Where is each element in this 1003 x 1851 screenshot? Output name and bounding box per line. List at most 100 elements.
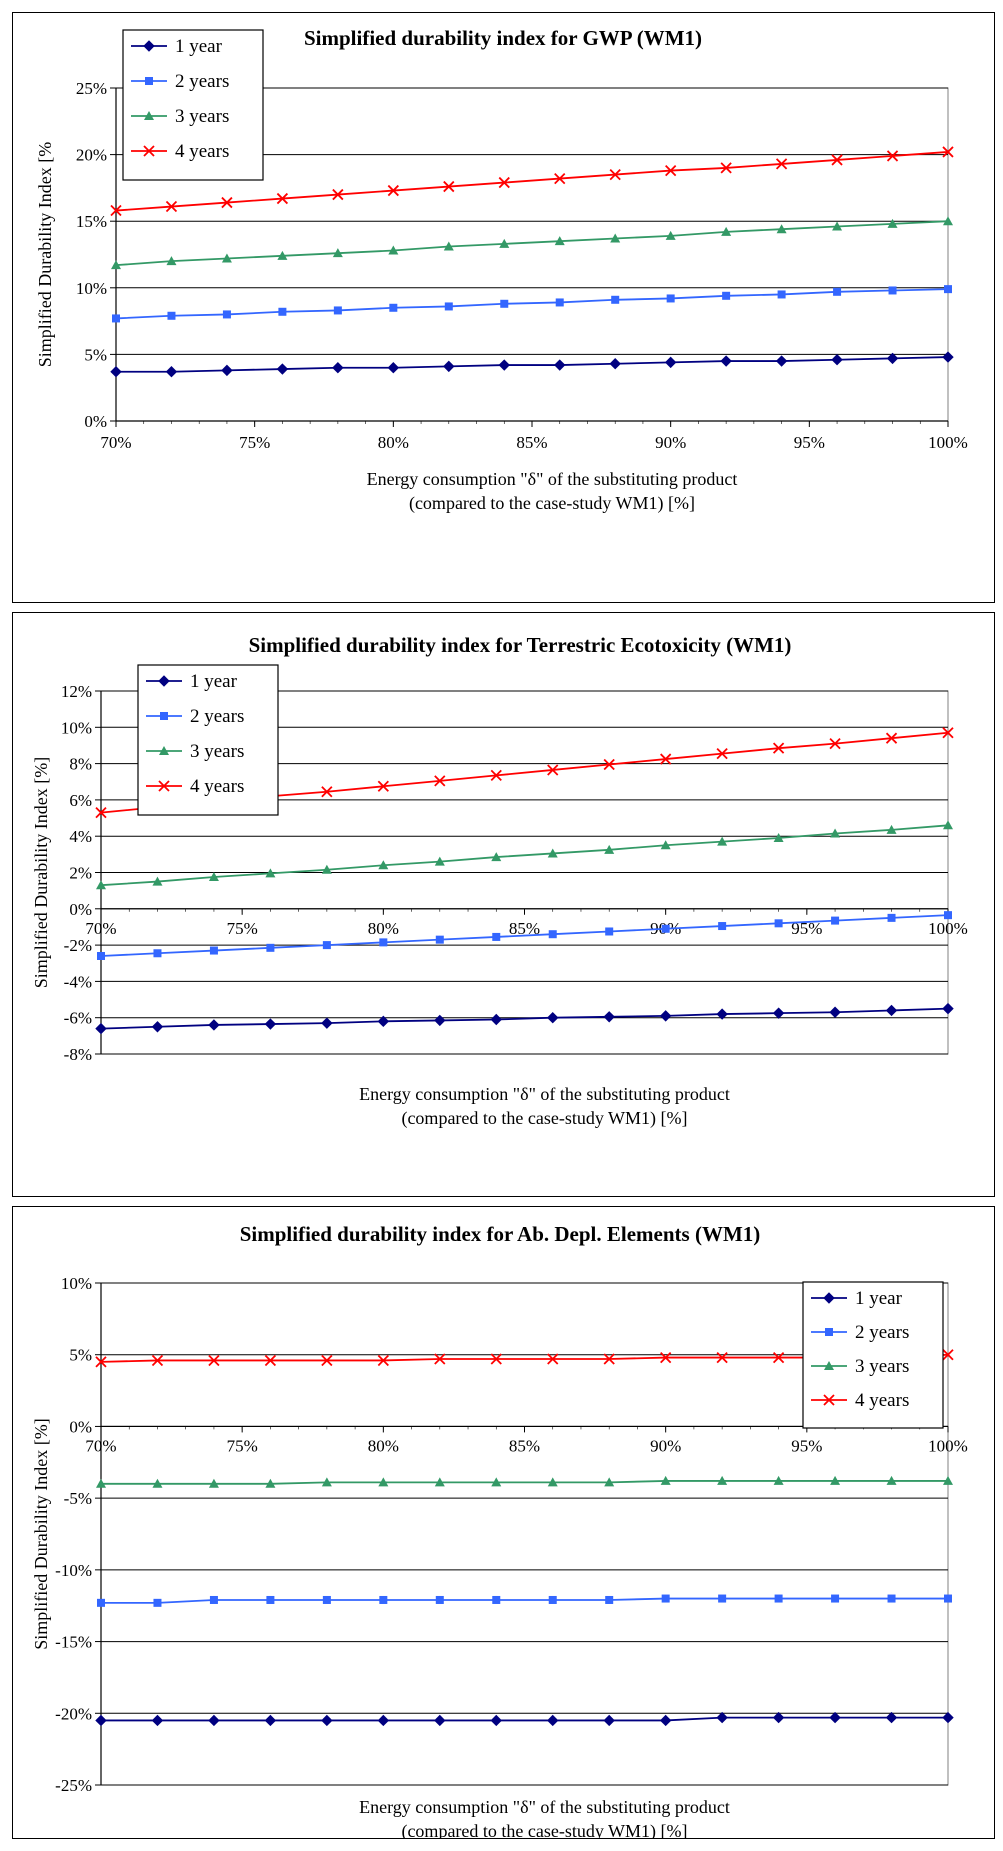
data-point (716, 1711, 728, 1724)
data-point (377, 1354, 389, 1367)
data-point (435, 935, 444, 944)
x-tick-label: 85% (516, 433, 547, 452)
data-point (153, 949, 162, 958)
data-point (773, 833, 784, 843)
data-point (774, 919, 783, 928)
data-point (96, 880, 106, 890)
legend-marker (159, 746, 169, 755)
data-point (555, 298, 564, 307)
data-point (831, 154, 843, 166)
y-tick-label: 12% (61, 682, 92, 701)
data-point (209, 1595, 218, 1604)
x-tick-label: 95% (791, 919, 822, 938)
data-point (605, 927, 614, 936)
legend-label: 2 years (190, 706, 244, 727)
data-point (434, 856, 445, 866)
data-point (321, 864, 332, 874)
data-point (492, 932, 501, 941)
x-axis-label-line2: (compared to the case-study WM1) [%] (401, 1821, 687, 1838)
data-point (377, 1015, 390, 1028)
x-axis-label-line2: (compared to the case-study WM1) [%] (401, 1108, 687, 1129)
data-point (97, 951, 105, 960)
y-tick-label: 10% (61, 1274, 92, 1293)
data-point (165, 200, 178, 213)
x-tick-label: 75% (227, 1436, 258, 1455)
x-tick-label: 80% (368, 919, 399, 938)
data-point (97, 1598, 105, 1607)
data-point (887, 1594, 896, 1603)
data-point (498, 359, 510, 371)
x-tick-label: 75% (239, 433, 270, 452)
data-point (660, 840, 671, 850)
data-point (603, 1353, 615, 1365)
data-point (944, 911, 952, 920)
data-point (95, 1356, 107, 1368)
series-1 (95, 1002, 954, 1035)
y-tick-label: 6% (69, 791, 92, 810)
data-point (666, 294, 675, 303)
data-point (717, 836, 728, 846)
data-point (96, 1478, 106, 1488)
legend-marker (824, 1361, 834, 1370)
data-point (609, 168, 621, 181)
y-tick-label: 5% (84, 345, 107, 364)
legend-label: 3 years (175, 106, 229, 127)
data-point (944, 285, 952, 294)
y-tick-label: -8% (64, 1045, 92, 1064)
chart-title: Simplified durability index for Terrestr… (249, 633, 792, 657)
data-point (209, 946, 218, 955)
chart-panel-gwp: 0% 5% 10% 15% 20% 25% 70% 75% 80% 85% 90% 95% 100% Si… (12, 12, 995, 603)
data-point (264, 1354, 277, 1367)
series-line (100, 824, 949, 887)
data-point (829, 1006, 841, 1018)
data-point (603, 758, 615, 771)
chart-title: Simplified durability index for GWP (WM1… (304, 26, 702, 50)
data-point (830, 1475, 841, 1485)
x-tick-label: 90% (655, 433, 686, 452)
data-point (321, 786, 333, 798)
data-point (943, 820, 953, 830)
x-axis-label: Energy consumption "δ" of the substituti… (367, 469, 738, 489)
data-point (722, 291, 731, 300)
data-point (388, 245, 399, 255)
series-line (115, 288, 949, 320)
data-point (942, 1711, 954, 1724)
data-point (775, 158, 788, 170)
series-line (100, 914, 949, 957)
data-point (95, 1022, 107, 1035)
data-point (547, 1714, 559, 1727)
data-point (492, 1595, 501, 1604)
series-2 (97, 1594, 952, 1607)
data-point (434, 1014, 446, 1027)
chart-terrestric-ecotoxicity: -8% -6% -4% -2% 0% 2% 4% 6% 8% 10% 12% 70% 75% 80% 85%… (31, 633, 968, 1129)
data-point (95, 806, 107, 819)
data-point (887, 913, 896, 922)
data-point (716, 1008, 728, 1020)
data-point (152, 876, 163, 886)
data-point (208, 872, 219, 882)
data-point (110, 366, 122, 378)
data-point (830, 828, 841, 838)
data-point (885, 1711, 898, 1724)
data-point (604, 1477, 615, 1487)
data-point (377, 1714, 390, 1727)
data-point (490, 769, 502, 782)
data-point (444, 302, 453, 311)
y-tick-label: 0% (69, 1417, 92, 1436)
y-tick-label: 0% (69, 900, 92, 919)
data-point (221, 253, 232, 263)
data-point (718, 922, 727, 931)
data-point (772, 742, 785, 754)
data-point (491, 852, 502, 862)
y-tick-label: -10% (55, 1561, 92, 1580)
x-tick-label: 70% (85, 1436, 116, 1455)
x-tick-label: 80% (368, 1436, 399, 1455)
data-point (435, 1595, 444, 1604)
data-point (547, 1477, 558, 1487)
data-point (387, 362, 400, 374)
data-point (717, 1475, 728, 1485)
data-point (659, 1010, 672, 1022)
x-tick-label: 100% (928, 433, 968, 452)
data-point (942, 146, 954, 158)
data-point (378, 860, 389, 870)
